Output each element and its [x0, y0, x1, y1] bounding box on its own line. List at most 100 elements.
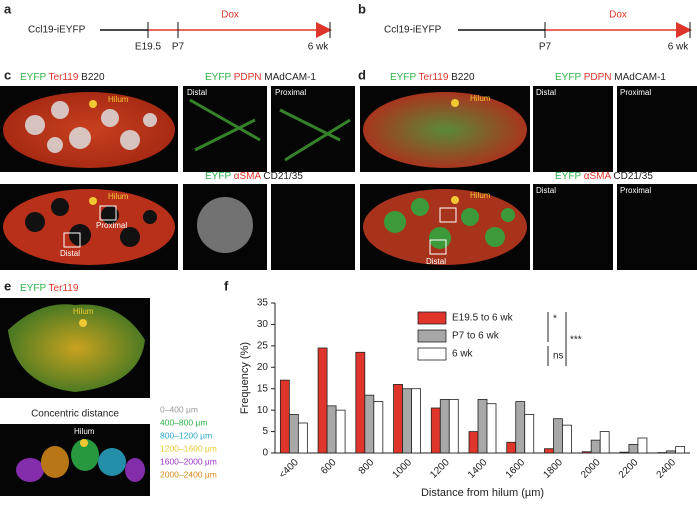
bar	[298, 423, 307, 453]
hilum-dot	[79, 319, 87, 327]
timepoint: 6 wk	[308, 42, 330, 53]
legend-swatch	[418, 330, 446, 342]
x-tick-label: 2400	[655, 457, 679, 481]
x-tick-label: 1600	[504, 457, 528, 481]
hilum-dot	[80, 439, 88, 447]
legend-swatch	[418, 312, 446, 324]
bar	[280, 380, 289, 453]
bar	[440, 399, 449, 453]
hilum-dot	[89, 100, 97, 108]
significance: *	[553, 314, 557, 325]
legend-entry: 800–1200 µm	[160, 430, 212, 440]
bar	[289, 414, 298, 453]
micrograph	[271, 86, 355, 172]
bar	[356, 352, 365, 453]
micrograph	[617, 184, 697, 270]
y-tick-label: 10	[257, 405, 269, 416]
bar	[525, 414, 534, 453]
significance: ns	[553, 351, 564, 362]
micrograph	[271, 184, 355, 270]
legend-entry: 1600–2000 µm	[160, 456, 217, 466]
stain: EYFP Ter119	[20, 283, 79, 294]
hilum-dot	[89, 197, 97, 205]
hilum-dot	[451, 99, 459, 107]
panel-letter: b	[358, 1, 366, 16]
stain: EYFP PDPN MAdCAM-1	[555, 72, 666, 83]
x-tick-label: <400	[277, 457, 301, 481]
micrograph	[533, 86, 613, 172]
stain: EYFP αSMA CD21/35	[555, 171, 653, 182]
legend-entry: 2000–2400 µm	[160, 469, 217, 479]
x-tick-label: 1800	[541, 457, 565, 481]
legend-entry: 400–800 µm	[160, 417, 207, 427]
image-label: Distal	[426, 257, 446, 266]
follicle	[197, 197, 253, 253]
y-tick-label: 5	[262, 426, 268, 437]
image-label: Distal	[536, 186, 556, 195]
bar	[667, 451, 676, 453]
image-label: Hilum	[74, 427, 95, 436]
x-tick-label: 2200	[617, 457, 641, 481]
x-axis-label: Distance from hilum (µm)	[421, 487, 544, 499]
legend-entry: 1200–1600 µm	[160, 443, 217, 453]
hilum-dot	[451, 196, 459, 204]
bar	[449, 399, 458, 453]
stain: EYFP αSMA CD21/35	[205, 171, 303, 182]
panel-letter: f	[224, 278, 229, 293]
image-label: Distal	[187, 88, 207, 97]
y-tick-label: 0	[262, 448, 268, 459]
x-tick-label: 1400	[466, 457, 490, 481]
panel-letter: a	[4, 1, 12, 16]
panel-letter: d	[358, 67, 366, 82]
image-label: Proximal	[620, 88, 651, 97]
timepoint: E19.5	[135, 42, 162, 53]
timepoint: 6 wk	[668, 42, 690, 53]
lymph-node	[363, 92, 527, 168]
bar	[562, 425, 571, 453]
treatment: Dox	[221, 10, 239, 21]
x-tick-label: 1200	[428, 457, 452, 481]
image-label: Hilum	[470, 94, 491, 103]
y-tick-label: 35	[257, 298, 269, 309]
bar	[365, 395, 374, 453]
bar	[582, 452, 591, 453]
mouse-line: Ccl19-iEYFP	[384, 25, 442, 36]
image-label: Hilum	[108, 192, 129, 201]
x-tick-label: 1000	[391, 457, 415, 481]
panel-letter: c	[4, 67, 11, 82]
bar	[620, 452, 629, 453]
y-axis-label: Frequency (%)	[239, 342, 251, 414]
subtitle: Concentric distance	[31, 409, 119, 420]
bar	[553, 419, 562, 453]
bar	[403, 389, 412, 453]
bar	[507, 442, 516, 453]
legend-label: P7 to 6 wk	[452, 331, 500, 342]
bar	[394, 384, 403, 453]
legend-label: 6 wk	[452, 349, 474, 360]
image-label: Distal	[536, 88, 556, 97]
bar	[318, 348, 327, 453]
image-label: Hilum	[73, 307, 94, 316]
bar	[431, 408, 440, 453]
bar	[544, 449, 553, 453]
micrograph	[533, 184, 613, 270]
image-label: Distal	[60, 249, 80, 258]
bar	[638, 438, 647, 453]
micrograph	[183, 86, 267, 172]
bar	[600, 432, 609, 453]
timepoint: P7	[539, 42, 552, 53]
bar	[336, 410, 345, 453]
image-label: Proximal	[620, 186, 651, 195]
bar	[374, 402, 383, 453]
bar	[629, 444, 638, 453]
bar	[478, 399, 487, 453]
y-tick-label: 15	[257, 383, 269, 394]
bar	[676, 447, 685, 453]
treatment: Dox	[609, 10, 627, 21]
panel-letter: e	[4, 278, 11, 293]
legend-label: E19.5 to 6 wk	[452, 313, 514, 324]
bar	[487, 404, 496, 453]
